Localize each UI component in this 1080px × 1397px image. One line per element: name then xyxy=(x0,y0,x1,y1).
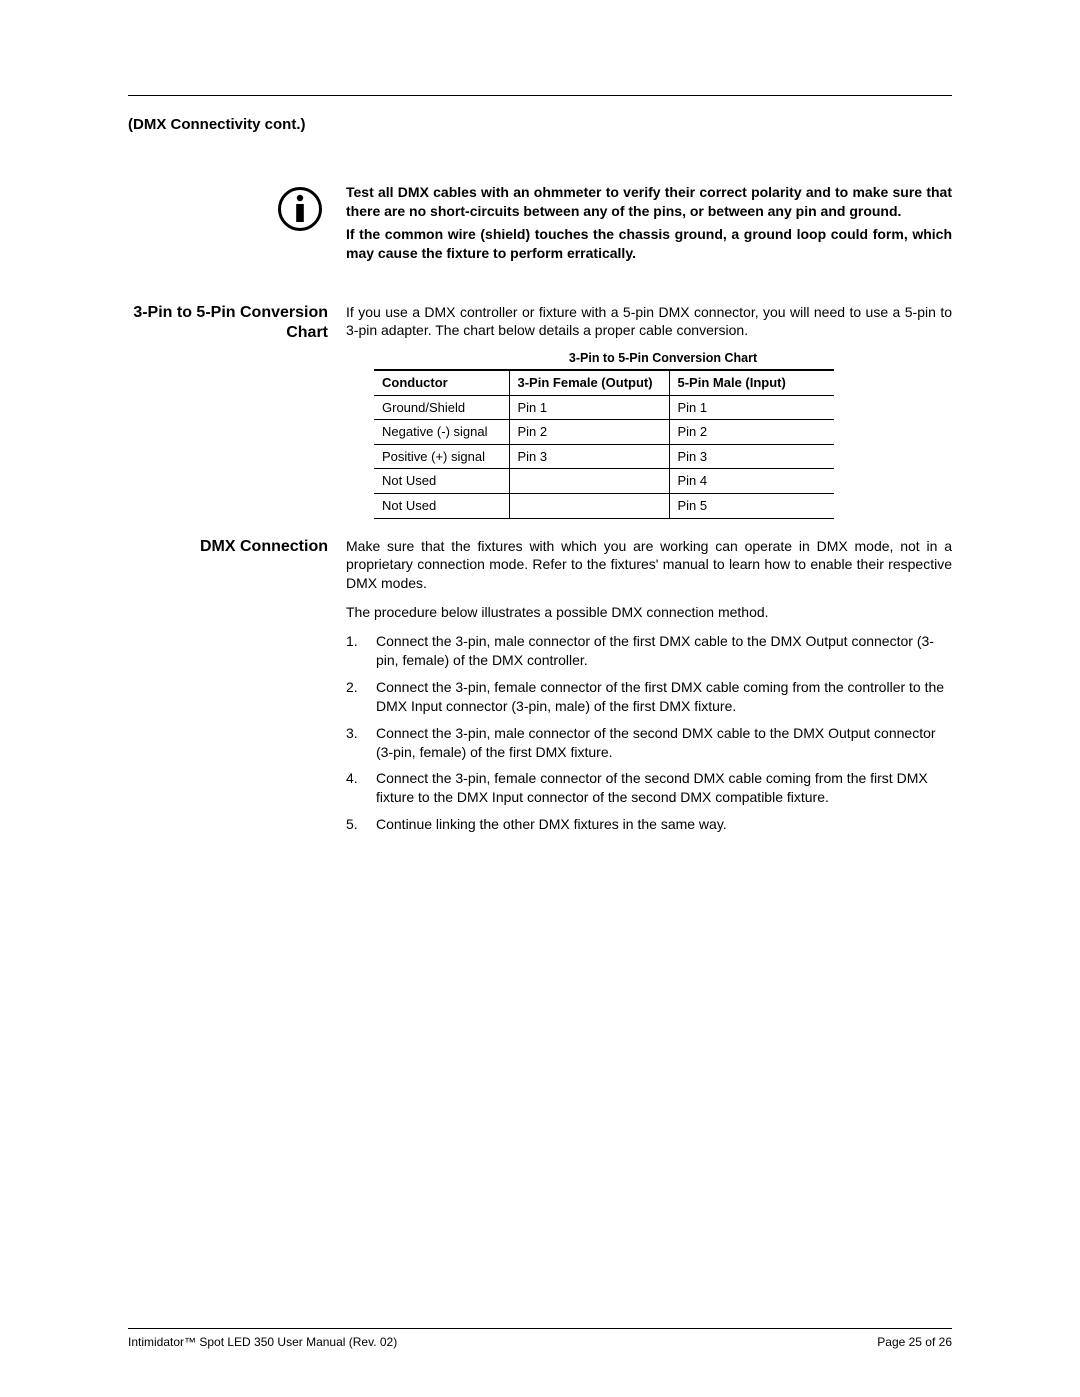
col-5pin: 5-Pin Male (Input) xyxy=(669,370,834,395)
right-column: If you use a DMX controller or fixture w… xyxy=(346,303,952,519)
cell xyxy=(509,493,669,518)
cell: Positive (+) signal xyxy=(374,444,509,469)
cell: Pin 5 xyxy=(669,493,834,518)
cell xyxy=(509,469,669,494)
cell: Pin 2 xyxy=(669,420,834,445)
table-row: Positive (+) signal Pin 3 Pin 3 xyxy=(374,444,834,469)
conversion-chart-section: 3-Pin to 5-Pin Conversion Chart If you u… xyxy=(128,303,952,519)
table-header-row: Conductor 3-Pin Female (Output) 5-Pin Ma… xyxy=(374,370,834,395)
conversion-table-wrap: 3-Pin to 5-Pin Conversion Chart Conducto… xyxy=(374,350,952,518)
cell: Not Used xyxy=(374,469,509,494)
conversion-table: Conductor 3-Pin Female (Output) 5-Pin Ma… xyxy=(374,369,834,518)
info-icon-column xyxy=(128,183,346,231)
cell: Negative (-) signal xyxy=(374,420,509,445)
cell: Pin 1 xyxy=(509,395,669,420)
step-item: Connect the 3-pin, female connector of t… xyxy=(346,769,952,807)
table-row: Not Used Pin 5 xyxy=(374,493,834,518)
info-icon xyxy=(278,187,322,231)
col-conductor: Conductor xyxy=(374,370,509,395)
info-paragraph-2: If the common wire (shield) touches the … xyxy=(346,225,952,263)
page-footer: Intimidator™ Spot LED 350 User Manual (R… xyxy=(128,1328,952,1349)
cell: Ground/Shield xyxy=(374,395,509,420)
cell: Pin 4 xyxy=(669,469,834,494)
conversion-table-body: Ground/Shield Pin 1 Pin 1 Negative (-) s… xyxy=(374,395,834,518)
table-row: Negative (-) signal Pin 2 Pin 2 xyxy=(374,420,834,445)
connection-intro-1: Make sure that the fixtures with which y… xyxy=(346,537,952,594)
conversion-table-title: 3-Pin to 5-Pin Conversion Chart xyxy=(374,350,952,367)
page-content: (DMX Connectivity cont.) Test all DMX ca… xyxy=(128,95,952,1317)
conversion-intro: If you use a DMX controller or fixture w… xyxy=(346,303,952,341)
step-item: Continue linking the other DMX fixtures … xyxy=(346,815,952,834)
left-column: 3-Pin to 5-Pin Conversion Chart xyxy=(128,303,346,519)
cell: Pin 3 xyxy=(669,444,834,469)
left-column: DMX Connection xyxy=(128,537,346,843)
footer-manual-title: Intimidator™ Spot LED 350 User Manual (R… xyxy=(128,1335,397,1349)
table-row: Ground/Shield Pin 1 Pin 1 xyxy=(374,395,834,420)
cell: Pin 1 xyxy=(669,395,834,420)
conversion-heading: 3-Pin to 5-Pin Conversion Chart xyxy=(128,303,328,345)
step-item: Connect the 3-pin, male connector of the… xyxy=(346,632,952,670)
footer-page-number: Page 25 of 26 xyxy=(877,1335,952,1349)
dmx-connection-section: DMX Connection Make sure that the fixtur… xyxy=(128,537,952,843)
cell: Not Used xyxy=(374,493,509,518)
dmx-connection-heading: DMX Connection xyxy=(128,537,328,558)
info-callout: Test all DMX cables with an ohmmeter to … xyxy=(128,183,952,263)
table-row: Not Used Pin 4 xyxy=(374,469,834,494)
info-paragraph-1: Test all DMX cables with an ohmmeter to … xyxy=(346,183,952,221)
info-text: Test all DMX cables with an ohmmeter to … xyxy=(346,183,952,263)
cell: Pin 3 xyxy=(509,444,669,469)
cell: Pin 2 xyxy=(509,420,669,445)
connection-intro-2: The procedure below illustrates a possib… xyxy=(346,603,952,622)
right-column: Make sure that the fixtures with which y… xyxy=(346,537,952,843)
section-continuation-label: (DMX Connectivity cont.) xyxy=(128,116,952,133)
connection-steps: Connect the 3-pin, male connector of the… xyxy=(346,632,952,834)
step-item: Connect the 3-pin, female connector of t… xyxy=(346,678,952,716)
step-item: Connect the 3-pin, male connector of the… xyxy=(346,724,952,762)
col-3pin: 3-Pin Female (Output) xyxy=(509,370,669,395)
